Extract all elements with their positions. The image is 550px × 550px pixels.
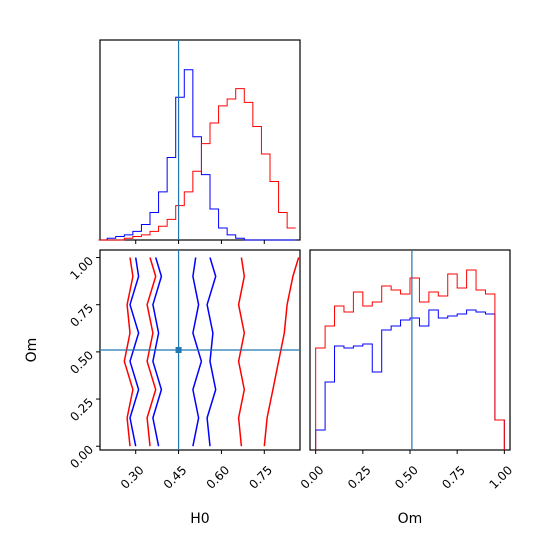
contour-ytick-label-0: 0.00 [67, 442, 96, 471]
om-xtick-label-0: 0.00 [298, 463, 327, 492]
contour-ytick-label-3: 0.75 [67, 301, 96, 330]
y-axis-label-om: Om [24, 338, 40, 363]
contour-xtick-label-1: 0.45 [161, 463, 190, 492]
contour-series-0-level-0 [129, 257, 140, 447]
contour-series-1-level-0 [123, 257, 134, 447]
contour-truth-marker [175, 347, 182, 353]
om-hist-series-1 [315, 269, 505, 450]
om-xtick-label-4: 1.00 [486, 463, 515, 492]
contour-series-0-level-2 [192, 257, 203, 447]
om-xtick-label-2: 0.50 [392, 463, 421, 492]
contour-ytick-label-4: 1.00 [67, 254, 96, 283]
contour-xtick-label-3: 0.75 [246, 463, 275, 492]
h0-om-contour-panel [100, 250, 300, 450]
contour-series-0-level-1 [152, 257, 163, 447]
contour-series-1-level-3 [263, 257, 300, 447]
h0-hist-series-0 [98, 69, 296, 241]
contour-series-1-level-1 [146, 257, 157, 447]
h0-hist-series-1 [98, 88, 296, 241]
contour-series-1-level-2 [237, 257, 246, 447]
contour-xtick-label-2: 0.60 [204, 463, 233, 492]
contour-ytick-label-1: 0.25 [67, 395, 96, 424]
contour-xtick-label-0: 0.30 [118, 463, 147, 492]
contour-series-0-level-3 [206, 257, 217, 447]
om-xtick-label-1: 0.25 [345, 463, 374, 492]
om-hist-series-0 [315, 309, 505, 450]
x-axis-label-h0: H0 [190, 511, 209, 527]
h0-histogram-panel [98, 40, 296, 241]
om-xtick-label-3: 0.75 [439, 463, 468, 492]
x-axis-label-om: Om [398, 511, 423, 527]
h0-hist-frame [99, 39, 301, 241]
om-histogram-panel [315, 250, 505, 450]
contour-ytick-label-2: 0.50 [67, 348, 96, 377]
